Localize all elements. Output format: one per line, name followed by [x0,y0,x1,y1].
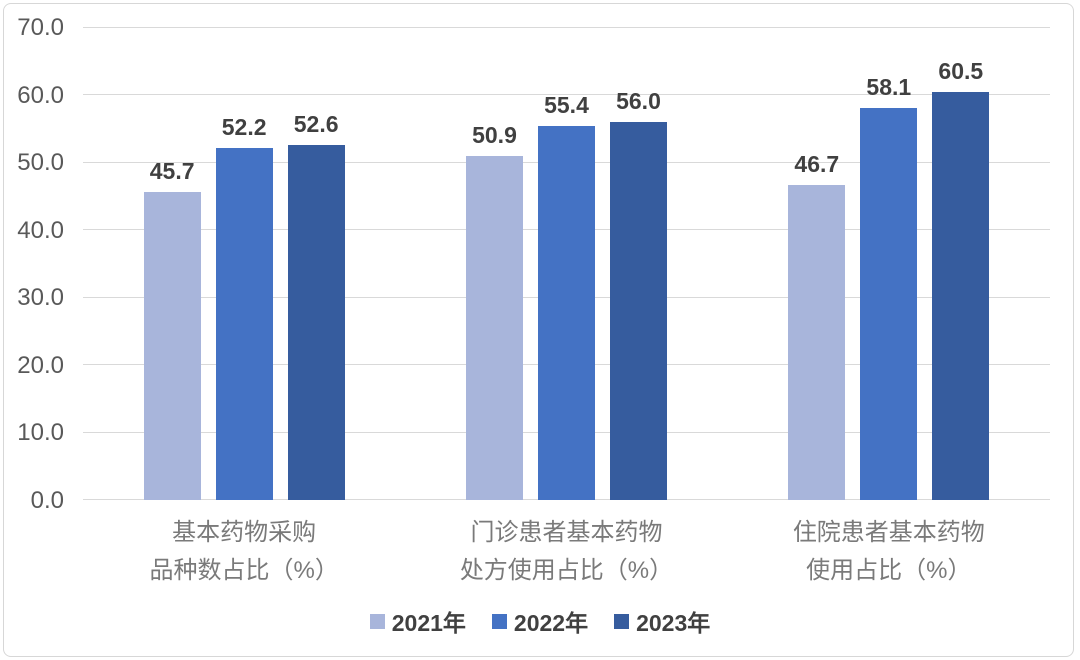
y-axis-tick-label: 60.0 [17,81,64,109]
y-axis-tick-label: 50.0 [17,149,64,176]
y-axis-tick-label: 10.0 [17,419,64,446]
gridline [83,26,1050,28]
bar-cell: 52.6 [287,110,345,500]
bar-group: 46.7 58.1 60.5 [728,28,1050,500]
bar-value-label: 52.2 [221,113,267,140]
y-axis-tick-label: 20.0 [17,351,64,379]
legend-swatch-icon [491,613,507,629]
legend-label: 2021年 [391,610,466,636]
legend: 2021年 2022年 2023年 [0,604,1080,638]
legend-item: 2022年 [491,604,589,638]
y-axis-tick-label: 40.0 [17,216,64,244]
bar [143,191,201,500]
bar [932,91,990,500]
bar-cell: 46.7 [788,150,846,500]
bar-cell: 52.2 [215,113,273,500]
bar-value-label: 55.4 [544,92,589,119]
legend-swatch-icon [369,613,385,629]
bar-value-label: 52.6 [293,110,339,137]
y-axis-tick-label: 0.0 [30,486,64,514]
bar [860,107,918,500]
bar-value-label: 45.7 [149,157,195,184]
bar-cell: 58.1 [860,73,918,500]
y-axis-tick-label: 30.0 [17,284,64,311]
y-axis-tick-label: 70.0 [17,14,64,41]
bar-value-label: 58.1 [866,73,912,100]
bar [609,122,667,500]
bar-value-label: 60.5 [938,57,984,84]
x-axis-category-label: 门诊患者基本药物 处方使用占比（%） [459,519,674,584]
bar-cell: 60.5 [932,57,990,500]
plot-area: 45.7 52.2 52.6 50.9 55.4 56.0 46.7 58.1 60.5 [83,26,1050,500]
legend-item: 2023年 [614,604,710,638]
bar [287,144,345,500]
bar-cell: 45.7 [143,157,201,500]
x-axis-category-label: 住院患者基本药物 使用占比（%） [792,519,985,584]
legend-label: 2023年 [636,610,711,636]
x-axis-category-label: 基本药物采购 品种数占比（%） [149,519,339,584]
bar-cell: 55.4 [537,92,595,500]
bar-value-label: 56.0 [616,88,661,114]
bar [465,156,523,500]
legend-swatch-icon [614,613,630,629]
y-axis: 0.0 10.0 20.0 30.0 40.0 50.0 60.0 70.0 [0,15,64,514]
bar-group: 50.9 55.4 56.0 [405,28,727,500]
gridline [83,94,1050,95]
bar-cell: 56.0 [609,88,667,500]
bar-value-label: 46.7 [794,150,840,177]
x-axis: 基本药物采购 品种数占比（%） 门诊患者基本药物 处方使用占比（%） 住院患者基本药… [83,514,1050,590]
bar [788,184,846,500]
legend-item: 2021年 [369,604,466,638]
legend-label: 2022年 [513,610,589,636]
bar-groups-layer: 45.7 52.2 52.6 50.9 55.4 56.0 46.7 58.1 60.5 [83,28,1050,500]
bar [215,147,273,500]
bar-value-label: 50.9 [472,122,517,149]
bar [537,126,595,500]
bar-group: 45.7 52.2 52.6 [83,28,405,500]
bar-cell: 50.9 [465,122,523,500]
